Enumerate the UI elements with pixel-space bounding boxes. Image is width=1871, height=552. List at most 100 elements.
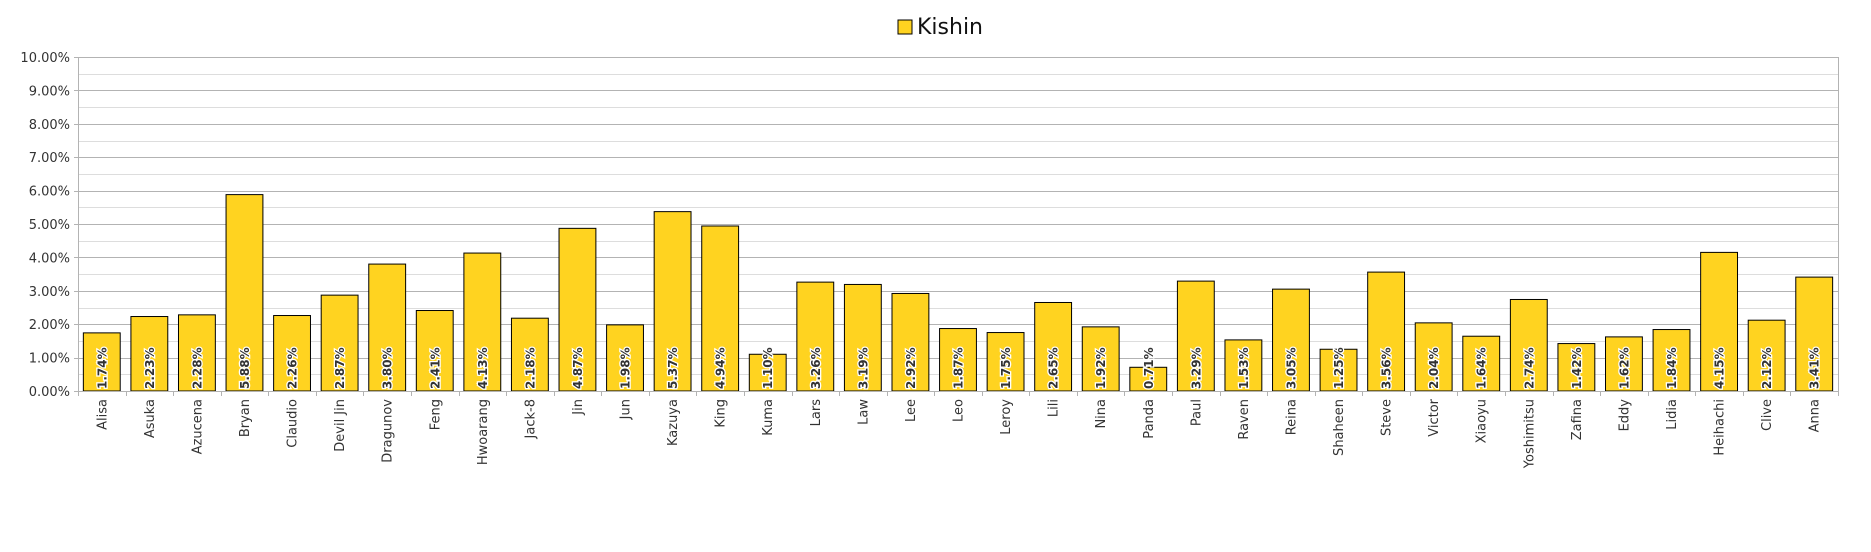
- x-category-label: Lars: [809, 399, 824, 427]
- x-category-label: Hwoarang: [476, 399, 491, 465]
- bar-jin: [558, 227, 597, 392]
- x-category-label: Devil Jin: [333, 399, 348, 452]
- bar-alisa: [82, 332, 121, 392]
- data-label: 2.65%: [1047, 347, 1061, 389]
- y-tick-label: 6.00%: [29, 185, 70, 200]
- data-label: 3.29%: [1189, 347, 1203, 389]
- x-category-label: Claudio: [286, 399, 301, 448]
- data-label: 1.87%: [952, 347, 966, 389]
- data-label: 1.25%: [1332, 347, 1346, 389]
- data-label: 3.05%: [1284, 347, 1298, 389]
- x-category-label: Jun: [619, 399, 634, 420]
- data-label: 2.92%: [904, 347, 918, 389]
- bar-xiaoyu: [1462, 335, 1501, 392]
- y-axis: 0.00% 1.00% 2.00% 3.00% 4.00% 5.00% 6.00% 7.00%…: [20, 51, 79, 400]
- y-tick-label: 3.00%: [29, 285, 70, 300]
- bar-heihachi: [1700, 251, 1739, 392]
- x-category-label: Alisa: [95, 399, 110, 430]
- bar-lili: [1034, 301, 1073, 392]
- x-axis: Alisa Asuka Azucena Bryan Claudio Devil Jin Dr…: [78, 391, 1839, 469]
- bar-zafina: [1557, 343, 1596, 392]
- bar-kuma: [748, 353, 787, 392]
- data-label: 1.42%: [1570, 347, 1584, 389]
- bar-nina: [1081, 326, 1120, 392]
- x-category-label: Steve: [1380, 399, 1395, 436]
- bar-leo: [939, 328, 977, 392]
- data-label: 3.26%: [809, 347, 823, 389]
- legend: Kishin: [897, 15, 983, 40]
- y-tick-label: 4.00%: [29, 251, 70, 266]
- y-tick-label: 5.00%: [29, 218, 70, 233]
- data-label: 3.80%: [381, 347, 395, 389]
- legend-label-kishin: Kishin: [917, 15, 983, 40]
- x-category-label: Yoshimitsu: [1522, 399, 1537, 469]
- data-label: 4.94%: [714, 347, 728, 389]
- y-tick-label: 9.00%: [29, 84, 70, 99]
- data-label: 3.41%: [1808, 347, 1822, 389]
- y-tick-label: 8.00%: [29, 118, 70, 133]
- data-label: 2.28%: [190, 347, 204, 389]
- bar-hwoarang: [463, 252, 502, 392]
- data-label: 2.23%: [143, 347, 157, 389]
- x-category-label: Zafina: [1570, 399, 1585, 440]
- legend-swatch: [897, 19, 913, 35]
- data-label: 1.98%: [619, 347, 633, 389]
- x-category-label: Xiaoyu: [1475, 399, 1490, 443]
- x-category-label: Reina: [1284, 399, 1299, 435]
- x-category-label: Eddy: [1617, 399, 1632, 432]
- y-tick-label: 1.00%: [29, 352, 70, 367]
- data-label: 1.53%: [1237, 347, 1251, 389]
- x-category-label: Jack-8: [523, 399, 538, 439]
- x-category-label: Kuma: [761, 399, 776, 436]
- bar-eddy: [1605, 336, 1643, 392]
- x-category-label: Heihachi: [1713, 399, 1728, 456]
- x-category-label: Lee: [904, 399, 919, 422]
- data-label: 1.75%: [999, 347, 1013, 389]
- data-label: 2.04%: [1427, 347, 1441, 389]
- x-category-label: Paul: [1189, 399, 1204, 426]
- bar-devil-jin: [320, 294, 359, 392]
- data-label: 3.19%: [856, 347, 870, 389]
- bar-kazuya: [653, 211, 692, 392]
- bar-victor: [1414, 322, 1453, 392]
- x-category-label: Nina: [1094, 399, 1109, 429]
- x-category-label: Leroy: [999, 399, 1014, 435]
- x-category-label: Jin: [571, 399, 586, 416]
- x-category-label: Panda: [1142, 399, 1157, 439]
- data-label: 4.15%: [1713, 347, 1727, 389]
- data-label: 1.62%: [1617, 347, 1631, 389]
- data-label: 5.37%: [666, 347, 680, 389]
- x-category-label: Raven: [1237, 399, 1252, 440]
- x-category-label: Law: [856, 399, 871, 425]
- bar-claudio: [273, 315, 311, 392]
- data-label: 3.56%: [1380, 347, 1394, 389]
- bar-lars: [796, 281, 835, 392]
- x-category-label: Lidia: [1665, 399, 1680, 430]
- data-label: 4.87%: [571, 347, 585, 389]
- bar-shaheen: [1319, 348, 1358, 392]
- x-category-label: Shaheen: [1332, 399, 1347, 456]
- data-label: 2.26%: [286, 347, 300, 389]
- data-label: 2.12%: [1760, 347, 1774, 389]
- x-category-label: Victor: [1427, 398, 1442, 436]
- data-label: 1.84%: [1665, 347, 1679, 389]
- x-category-label: Asuka: [143, 399, 158, 438]
- data-label: 0.71%: [1142, 347, 1156, 389]
- data-label: 2.41%: [428, 347, 442, 389]
- bar-azucena: [177, 314, 216, 392]
- bar-anna: [1795, 276, 1834, 392]
- x-category-label: Azucena: [190, 399, 205, 454]
- bar-clive: [1747, 319, 1786, 392]
- data-label: 5.88%: [238, 347, 252, 389]
- x-category-label: Clive: [1760, 399, 1775, 431]
- data-label: 2.18%: [523, 347, 537, 389]
- bar-raven: [1224, 339, 1263, 392]
- x-category-label: Dragunov: [381, 399, 396, 463]
- x-category-label: Lili: [1047, 399, 1062, 417]
- bar-yoshimitsu: [1509, 298, 1548, 392]
- bar-steve: [1367, 271, 1406, 392]
- x-category-label: Feng: [428, 399, 443, 430]
- x-category-label: King: [714, 399, 729, 428]
- y-tick-label: 10.00%: [20, 51, 70, 66]
